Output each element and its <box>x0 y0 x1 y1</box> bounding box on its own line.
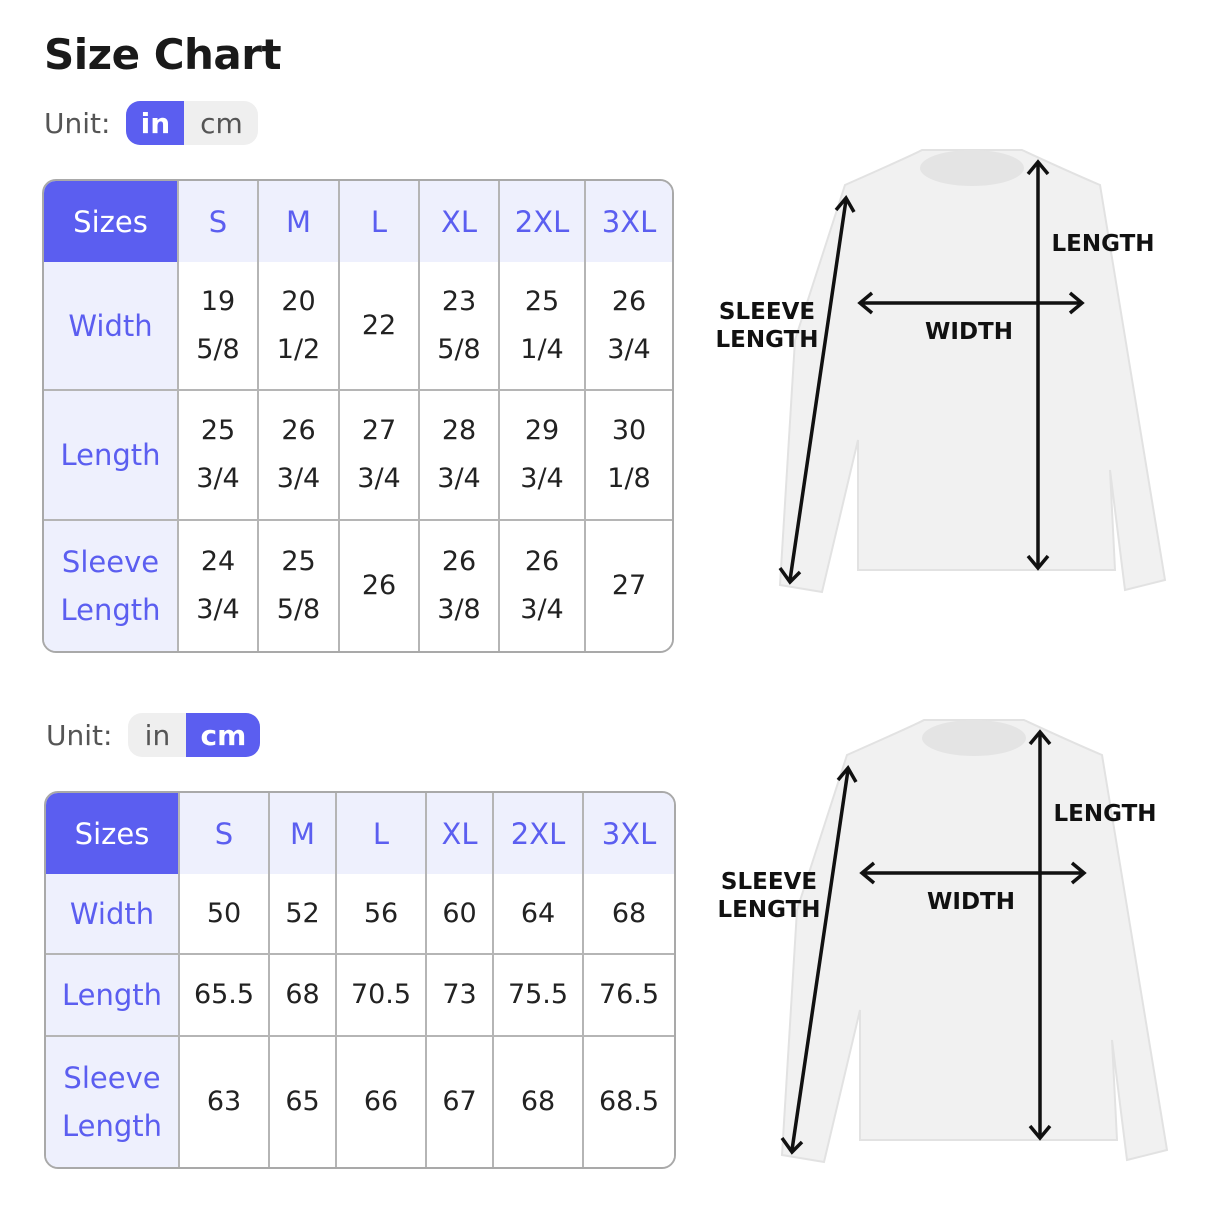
table-cell: 68 <box>584 874 674 955</box>
sweater-image <box>780 719 1169 1164</box>
size-header-xl: XL <box>420 181 500 262</box>
table-cell: 23 5/8 <box>420 262 500 391</box>
unit-selector: Unit: in cm <box>44 101 259 145</box>
table-cell: 26 <box>340 521 420 651</box>
width-label: WIDTH <box>925 319 1013 345</box>
table-cell: 68.5 <box>584 1037 674 1167</box>
sleeve-arrow-icon <box>778 194 856 585</box>
size-header-2xl: 2XL <box>500 181 586 262</box>
sleeve-length-label: SLEEVE LENGTH <box>717 869 821 923</box>
unit-toggle[interactable]: in cm <box>128 713 261 757</box>
table-cell: 63 <box>180 1037 270 1167</box>
table-cell: 65 <box>270 1037 337 1167</box>
sweater-measurement-diagram: LENGTH WIDTH SLEEVE LENGTH <box>700 140 1200 610</box>
sizes-header: Sizes <box>46 793 180 874</box>
sweater-image <box>778 149 1167 594</box>
size-header-s: S <box>179 181 259 262</box>
table-cell: 52 <box>270 874 337 955</box>
table-cell: 27 <box>586 521 672 651</box>
length-label: LENGTH <box>1051 231 1155 257</box>
sweater-measurement-diagram: LENGTH WIDTH SLEEVE LENGTH <box>702 710 1202 1180</box>
row-label-sleeve-length: Sleeve Length <box>46 1037 180 1167</box>
unit-option-in[interactable]: in <box>126 101 185 145</box>
table-cell: 73 <box>427 955 494 1037</box>
table-cell: 68 <box>270 955 337 1037</box>
page-title: Size Chart <box>44 30 282 79</box>
table-cell: 28 3/4 <box>420 391 500 521</box>
sleeve-length-label: SLEEVE LENGTH <box>715 299 819 353</box>
table-cell: 19 5/8 <box>179 262 259 391</box>
table-cell: 65.5 <box>180 955 270 1037</box>
table-cell: 56 <box>337 874 427 955</box>
table-cell: 25 5/8 <box>259 521 340 651</box>
table-cell: 25 1/4 <box>500 262 586 391</box>
table-cell: 66 <box>337 1037 427 1167</box>
table-cell: 22 <box>340 262 420 391</box>
table-cell: 26 3/4 <box>586 262 672 391</box>
size-table-cm: Sizes S M L XL 2XL 3XL Width 50 52 56 60 64 68 Length 6… <box>44 791 676 1169</box>
table-cell: 20 1/2 <box>259 262 340 391</box>
size-header-l: L <box>340 181 420 262</box>
size-table-in: Sizes S M L XL 2XL 3XL Width 19 5/8 20 1/2 22 23 5/… <box>42 179 674 653</box>
sweater-neck <box>920 150 1024 186</box>
table-cell: 25 3/4 <box>179 391 259 521</box>
unit-label: Unit: <box>46 718 113 752</box>
unit-label: Unit: <box>44 106 111 140</box>
length-arrow-icon <box>1028 729 1052 1141</box>
table-cell: 27 3/4 <box>340 391 420 521</box>
table-cell: 26 3/4 <box>259 391 340 521</box>
width-arrow-icon <box>859 861 1087 885</box>
sweater-neck <box>922 720 1026 756</box>
width-arrow-icon <box>857 291 1085 315</box>
unit-option-in[interactable]: in <box>144 718 171 752</box>
size-header-2xl: 2XL <box>494 793 584 874</box>
length-arrow-icon <box>1026 159 1050 571</box>
size-header-xl: XL <box>427 793 494 874</box>
table-cell: 67 <box>427 1037 494 1167</box>
table-cell: 26 3/4 <box>500 521 586 651</box>
table-cell: 29 3/4 <box>500 391 586 521</box>
sizes-header: Sizes <box>44 181 179 262</box>
table-cell: 60 <box>427 874 494 955</box>
row-label-length: Length <box>44 391 179 521</box>
unit-option-cm[interactable]: cm <box>186 713 261 757</box>
size-header-3xl: 3XL <box>586 181 672 262</box>
table-cell: 26 3/8 <box>420 521 500 651</box>
size-header-3xl: 3XL <box>584 793 674 874</box>
table-cell: 75.5 <box>494 955 584 1037</box>
length-label: LENGTH <box>1053 801 1157 827</box>
size-header-m: M <box>270 793 337 874</box>
size-header-m: M <box>259 181 340 262</box>
table-cell: 68 <box>494 1037 584 1167</box>
table-cell: 50 <box>180 874 270 955</box>
row-label-width: Width <box>44 262 179 391</box>
width-label: WIDTH <box>927 889 1015 915</box>
table-cell: 76.5 <box>584 955 674 1037</box>
unit-option-cm[interactable]: cm <box>200 106 243 140</box>
size-header-l: L <box>337 793 427 874</box>
row-label-width: Width <box>46 874 180 955</box>
table-cell: 64 <box>494 874 584 955</box>
size-header-s: S <box>180 793 270 874</box>
row-label-sleeve-length: Sleeve Length <box>44 521 179 651</box>
row-label-length: Length <box>46 955 180 1037</box>
table-cell: 30 1/8 <box>586 391 672 521</box>
table-cell: 70.5 <box>337 955 427 1037</box>
sleeve-arrow-icon <box>780 764 858 1155</box>
unit-selector: Unit: in cm <box>46 713 261 757</box>
unit-toggle[interactable]: in cm <box>126 101 259 145</box>
table-cell: 24 3/4 <box>179 521 259 651</box>
